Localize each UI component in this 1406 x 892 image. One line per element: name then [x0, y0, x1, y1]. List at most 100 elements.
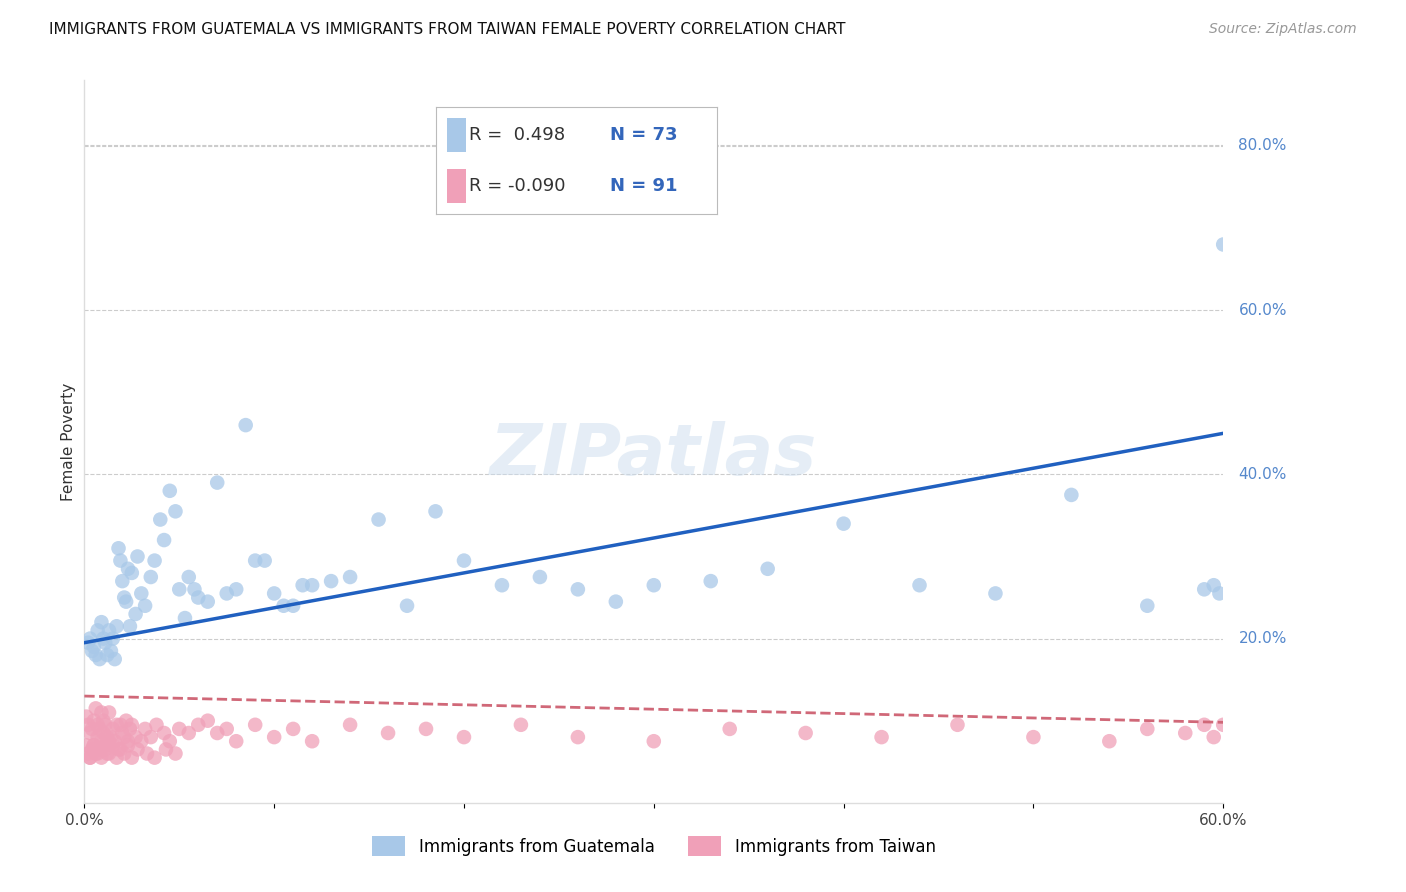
- Point: [1194, 582, 1216, 597]
- Point: [1098, 734, 1121, 748]
- Point: [245, 553, 267, 567]
- Point: [124, 607, 146, 621]
- Point: [207, 726, 229, 740]
- Point: [153, 726, 176, 740]
- Point: [136, 747, 159, 761]
- Point: [245, 718, 267, 732]
- Point: [104, 652, 127, 666]
- Point: [415, 722, 437, 736]
- FancyBboxPatch shape: [447, 169, 465, 203]
- Point: [143, 750, 166, 764]
- Point: [367, 512, 389, 526]
- Text: R = -0.090: R = -0.090: [470, 178, 565, 195]
- Point: [377, 726, 399, 740]
- Point: [143, 553, 166, 567]
- Point: [425, 504, 447, 518]
- Point: [187, 718, 209, 732]
- Point: [263, 730, 285, 744]
- Point: [567, 730, 589, 744]
- Point: [159, 734, 181, 748]
- Point: [321, 574, 343, 588]
- Point: [94, 636, 117, 650]
- Text: 60.0%: 60.0%: [1239, 302, 1286, 318]
- Point: [98, 706, 121, 720]
- Point: [77, 636, 100, 650]
- Point: [291, 578, 314, 592]
- Point: [118, 722, 141, 736]
- Point: [197, 714, 219, 728]
- Text: IMMIGRANTS FROM GUATEMALA VS IMMIGRANTS FROM TAIWAN FEMALE POVERTY CORRELATION C: IMMIGRANTS FROM GUATEMALA VS IMMIGRANTS …: [49, 22, 846, 37]
- Point: [101, 722, 124, 736]
- Point: [117, 739, 139, 753]
- Point: [83, 640, 105, 654]
- Point: [700, 574, 723, 588]
- Text: 20.0%: 20.0%: [1239, 632, 1286, 646]
- Point: [396, 599, 419, 613]
- Point: [96, 730, 118, 744]
- Point: [98, 734, 121, 748]
- Point: [263, 586, 285, 600]
- Text: 80.0%: 80.0%: [1239, 138, 1286, 153]
- Point: [107, 541, 129, 556]
- Point: [1060, 488, 1083, 502]
- Point: [1136, 722, 1159, 736]
- Point: [101, 632, 124, 646]
- Point: [1212, 718, 1234, 732]
- Point: [96, 648, 118, 662]
- Point: [94, 739, 117, 753]
- Point: [117, 734, 139, 748]
- Text: N = 91: N = 91: [610, 178, 678, 195]
- Point: [529, 570, 551, 584]
- Point: [183, 582, 205, 597]
- Point: [100, 644, 122, 658]
- Point: [80, 644, 103, 658]
- Point: [1022, 730, 1045, 744]
- Point: [84, 747, 107, 761]
- Point: [112, 591, 135, 605]
- Point: [155, 742, 177, 756]
- Point: [197, 594, 219, 608]
- Point: [1208, 586, 1230, 600]
- Point: [121, 718, 143, 732]
- Point: [96, 747, 118, 761]
- Point: [110, 718, 132, 732]
- Point: [131, 734, 153, 748]
- Point: [124, 730, 146, 744]
- Point: [131, 586, 153, 600]
- Point: [89, 722, 111, 736]
- Point: [93, 632, 115, 646]
- Point: [139, 730, 162, 744]
- Point: [453, 730, 475, 744]
- Point: [94, 742, 117, 756]
- Point: [1194, 718, 1216, 732]
- Text: N = 73: N = 73: [610, 126, 678, 144]
- Point: [90, 734, 112, 748]
- Point: [870, 730, 893, 744]
- Point: [149, 512, 172, 526]
- Point: [283, 722, 305, 736]
- Point: [215, 722, 238, 736]
- Point: [1212, 237, 1234, 252]
- Point: [86, 747, 108, 761]
- Point: [946, 718, 969, 732]
- Point: [283, 599, 305, 613]
- Point: [153, 533, 176, 547]
- Point: [118, 619, 141, 633]
- Point: [80, 722, 103, 736]
- Point: [984, 586, 1007, 600]
- Point: [169, 722, 191, 736]
- Point: [134, 722, 156, 736]
- Point: [105, 718, 128, 732]
- Text: Source: ZipAtlas.com: Source: ZipAtlas.com: [1209, 22, 1357, 37]
- Y-axis label: Female Poverty: Female Poverty: [60, 383, 76, 500]
- Point: [127, 549, 149, 564]
- Point: [177, 726, 200, 740]
- Point: [253, 553, 276, 567]
- Point: [273, 599, 295, 613]
- Point: [112, 730, 135, 744]
- Point: [1202, 578, 1225, 592]
- Point: [86, 730, 108, 744]
- Point: [207, 475, 229, 490]
- Point: [98, 747, 121, 761]
- Point: [94, 718, 117, 732]
